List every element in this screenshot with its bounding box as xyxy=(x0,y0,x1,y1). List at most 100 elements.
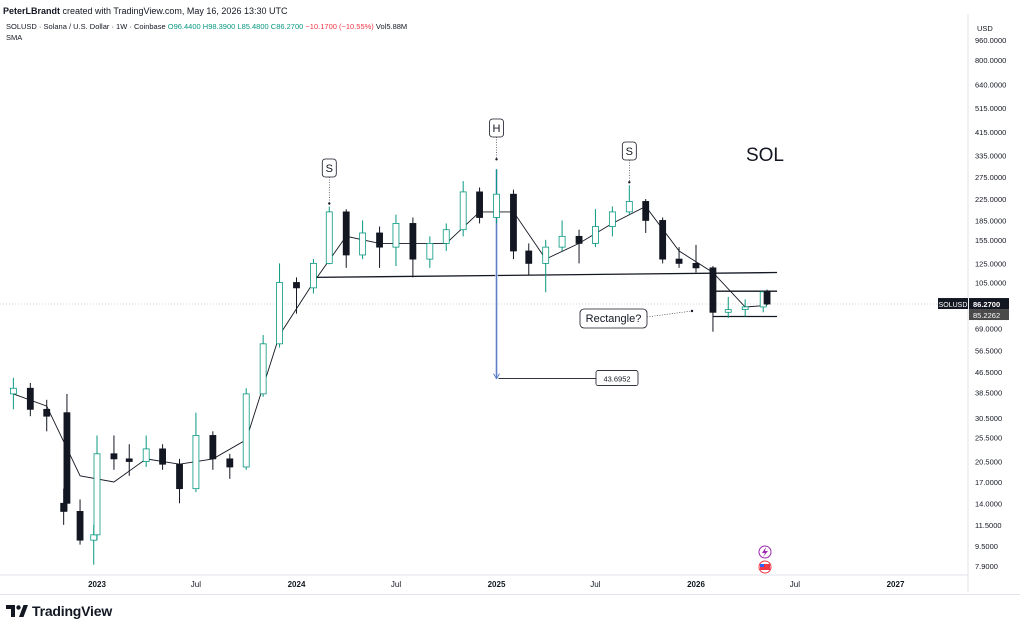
rectangle-label-dot xyxy=(690,309,694,313)
price-tick-label: 800.0000 xyxy=(975,56,1006,65)
candle-body xyxy=(608,211,616,227)
candle xyxy=(608,206,616,237)
candle xyxy=(209,431,217,470)
candle-body xyxy=(675,258,683,264)
candle xyxy=(376,226,383,268)
symbol-tag-text: SOLUSD xyxy=(939,302,968,309)
candle-body xyxy=(226,458,234,468)
candle-body xyxy=(625,201,633,213)
right-shoulder-label: S xyxy=(621,141,637,184)
author-name[interactable]: PeterLBrandt xyxy=(3,6,61,16)
chart-grid xyxy=(0,14,969,592)
candle-body xyxy=(476,191,483,218)
flag-event-icon-canton xyxy=(760,564,764,567)
target-value: 43.6952 xyxy=(603,375,630,384)
price-tick-label: 415.0000 xyxy=(975,128,1006,137)
candle-body xyxy=(242,393,250,468)
price-tick-label: 185.0000 xyxy=(975,216,1006,225)
candle-body xyxy=(142,448,150,462)
time-tick-label: Jul xyxy=(191,580,201,589)
candle xyxy=(709,266,717,332)
candle xyxy=(293,277,300,314)
candle-body xyxy=(642,201,650,221)
candle xyxy=(409,217,417,278)
symbol-legend[interactable]: SOLUSD · Solana / U.S. Dollar · 1W · Coi… xyxy=(6,22,407,31)
time-tick-label: Jul xyxy=(391,580,401,589)
time-axis[interactable]: 2023 Jul 2024 Jul 2025 Jul 2026 Jul 2027 xyxy=(88,580,905,589)
currency-label: USD xyxy=(977,24,993,33)
candle xyxy=(510,189,517,260)
candle xyxy=(142,435,150,467)
candle-body xyxy=(741,306,749,310)
candle-body xyxy=(359,232,367,256)
right-shoulder-label-dot xyxy=(628,181,631,184)
annotation-lines xyxy=(0,169,968,380)
candle-body xyxy=(558,235,566,248)
candle-body xyxy=(176,463,183,490)
candle xyxy=(310,259,317,294)
right-shoulder-label-text: S xyxy=(626,146,633,158)
candle-body xyxy=(575,235,583,244)
candle xyxy=(125,444,133,476)
footer-bar xyxy=(0,594,1020,629)
flag-event-icon xyxy=(758,560,772,574)
candle xyxy=(763,289,771,306)
time-tick-label: 2024 xyxy=(288,580,306,589)
symbol-tag-box xyxy=(938,298,968,310)
sma-price-tag-text: 85.2262 xyxy=(973,311,1000,320)
sma-indicator-label[interactable]: SMA xyxy=(6,33,23,42)
candle-body xyxy=(525,250,533,264)
price-tick-label: 275.0000 xyxy=(975,173,1006,182)
head-label-text: H xyxy=(493,123,501,135)
legend-high: H98.3900 xyxy=(202,22,236,31)
candle xyxy=(63,393,71,512)
price-tick-label: 20.5000 xyxy=(975,458,1002,467)
price-tags: SOLUSD 86.2700 85.2262 xyxy=(938,298,1009,321)
candle-body xyxy=(342,211,350,256)
price-tick-label: 960.0000 xyxy=(975,36,1006,45)
sma-line xyxy=(13,205,768,483)
candle-body xyxy=(63,412,71,504)
price-tick-label: 11.5000 xyxy=(975,521,1002,530)
candle-body xyxy=(376,232,383,248)
candle-body xyxy=(192,435,200,490)
credit-text: created with TradingView.com, May 16, 20… xyxy=(60,6,288,16)
candle-body xyxy=(659,220,667,260)
candle xyxy=(426,236,434,268)
candle-body xyxy=(459,191,467,231)
candle xyxy=(575,229,583,264)
price-tick-label: 515.0000 xyxy=(975,104,1006,113)
candle xyxy=(325,206,333,265)
candle-body xyxy=(724,309,732,313)
candle xyxy=(110,435,118,470)
lightning-event-icon xyxy=(758,545,772,559)
price-tick-label: 30.5000 xyxy=(975,414,1002,423)
rectangle-label-box xyxy=(579,308,648,329)
candle-body xyxy=(409,223,417,260)
candle-body xyxy=(709,267,717,313)
candle xyxy=(192,412,200,493)
candle-body xyxy=(510,193,517,252)
price-tick-label: 25.5000 xyxy=(975,434,1002,443)
candle-body xyxy=(60,502,68,512)
tradingview-logo[interactable]: TradingView xyxy=(6,603,112,619)
candle xyxy=(242,388,250,470)
sma-price-tag-box xyxy=(969,309,1009,321)
legend-close: C86.2700 xyxy=(270,22,304,31)
time-tick-label: 2026 xyxy=(687,580,705,589)
candle xyxy=(642,198,650,233)
price-axis[interactable]: USD 960.0000 800.0000 640.0000 515.0000 415.0… xyxy=(975,24,1006,571)
candle xyxy=(26,382,34,417)
head-label: H xyxy=(489,118,504,161)
price-tick-label: 69.0000 xyxy=(975,325,1002,334)
candle-body xyxy=(125,458,133,462)
candle xyxy=(342,209,350,268)
candle xyxy=(525,243,533,276)
price-chart[interactable]: USD 960.0000 800.0000 640.0000 515.0000 415.0… xyxy=(0,0,1020,594)
candle-body xyxy=(9,387,17,395)
rectangle-label-pointer xyxy=(646,310,693,318)
price-tick-label: 9.5000 xyxy=(975,542,998,551)
candle xyxy=(226,453,234,479)
candle xyxy=(542,239,550,293)
candle xyxy=(741,299,749,317)
